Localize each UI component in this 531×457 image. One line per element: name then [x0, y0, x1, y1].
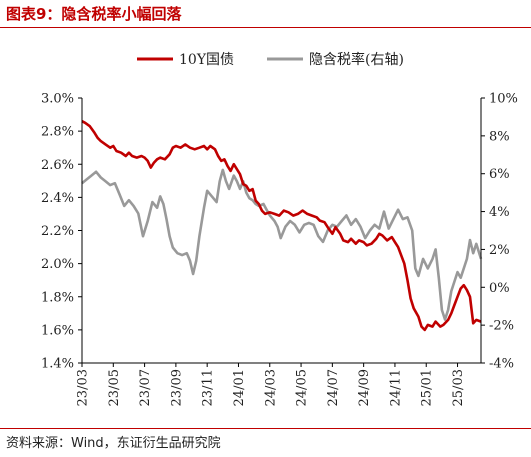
plot-area: [81, 120, 483, 332]
line-chart: 10Y国债 隐含税率(右轴) 1.4% 1.6% 1.8% 2.0% 2.2% 2.4% 2.…: [41, 51, 518, 407]
right-tick-label: 8%: [489, 129, 510, 144]
left-tick-label: 1.8%: [41, 290, 74, 305]
x-tick-label: 23/07: [138, 369, 153, 406]
x-tick-label: 24/03: [263, 369, 278, 406]
axes: 1.4% 1.6% 1.8% 2.0% 2.2% 2.4% 2.6% 2.8% 3.0% -4% -…: [41, 92, 518, 407]
footer-rule: [0, 428, 531, 429]
x-tick-label: 24/07: [326, 369, 341, 406]
legend-label-10y-bond: 10Y国债: [179, 52, 234, 68]
right-tick-label: -4%: [489, 357, 514, 372]
left-tick-label: 2.0%: [41, 257, 74, 272]
series-line-implied-tax-rate: [81, 168, 483, 321]
legend: 10Y国债 隐含税率(右轴): [137, 51, 404, 68]
right-tick-label: 10%: [489, 92, 518, 107]
right-tick-label: -2%: [489, 319, 514, 334]
x-tick-label: 24/11: [388, 369, 403, 406]
left-tick-label: 1.6%: [41, 323, 74, 338]
right-tick-label: 4%: [489, 205, 510, 220]
x-tick-label: 24/01: [232, 369, 247, 406]
x-tick-label: 23/11: [201, 369, 216, 406]
x-tick-label: 23/05: [107, 369, 122, 406]
right-tick-label: 2%: [489, 243, 510, 258]
right-tick-label: 0%: [489, 281, 510, 296]
series-line-10y-bond: [81, 120, 482, 332]
x-tick-label: 25/03: [451, 369, 466, 406]
left-tick-label: 2.6%: [41, 158, 74, 173]
left-tick-label: 2.4%: [41, 191, 74, 206]
left-tick-label: 2.8%: [41, 125, 74, 140]
left-tick-label: 3.0%: [41, 92, 74, 107]
x-tick-label: 23/03: [76, 369, 91, 406]
x-tick-label: 23/09: [169, 369, 184, 406]
x-tick-label: 25/01: [420, 369, 435, 406]
left-tick-label: 2.2%: [41, 224, 74, 239]
figure-title: 图表9：隐含税率小幅回落: [6, 5, 182, 23]
left-tick-label: 1.4%: [41, 357, 74, 372]
title-rule: [0, 27, 531, 28]
source-note: 资料来源：Wind，东证衍生品研究院: [6, 436, 221, 451]
x-tick-label: 24/09: [357, 369, 372, 406]
right-tick-label: 6%: [489, 167, 510, 182]
legend-label-implied-tax-rate: 隐含税率(右轴): [309, 51, 404, 68]
x-tick-label: 24/05: [295, 369, 310, 406]
